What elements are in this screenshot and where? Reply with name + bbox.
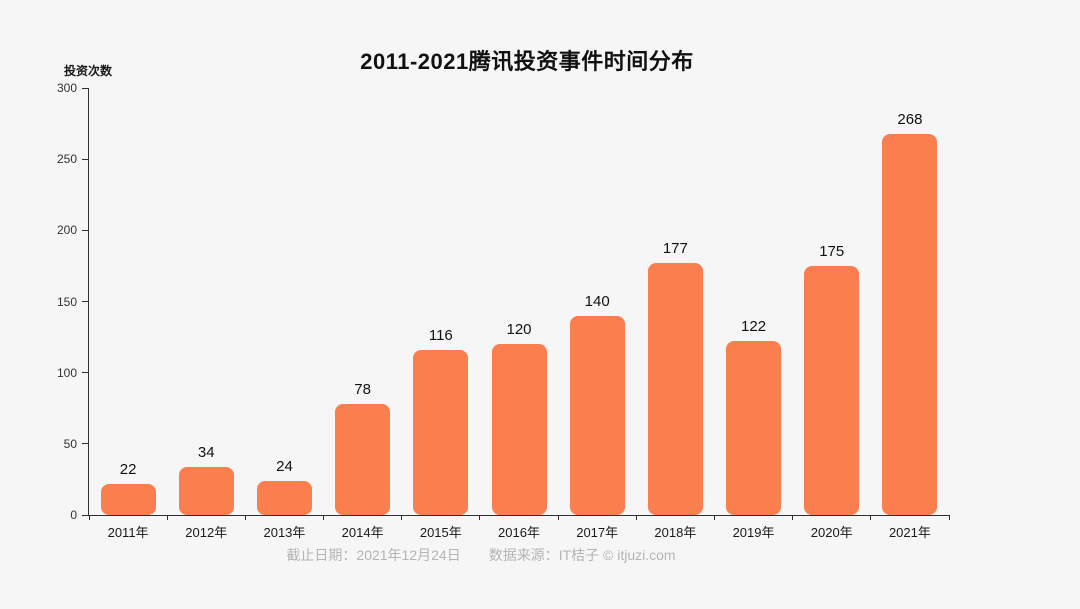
bar-value-label: 116 — [428, 326, 453, 344]
x-tick-mark — [323, 515, 325, 520]
bar — [491, 344, 547, 515]
bar-value-label: 122 — [741, 318, 767, 336]
footer-data-source: 数据来源：IT桔子 © itjuzi.com — [488, 547, 676, 563]
x-tick-label: 2014年 — [341, 525, 384, 540]
bar — [256, 480, 312, 515]
bar-value-label: 22 — [119, 460, 137, 478]
x-tick-label: 2012年 — [185, 525, 228, 540]
x-tick-mark — [870, 515, 872, 520]
y-tick-mark — [82, 443, 88, 445]
bar — [335, 403, 391, 515]
bar — [726, 341, 782, 515]
x-tick-label: 2017年 — [576, 525, 619, 540]
y-tick-label: 50 — [63, 436, 77, 451]
x-tick-label: 2018年 — [654, 525, 697, 540]
footer: 截止日期：2021年12月24日 数据来源：IT桔子 © itjuzi.com — [0, 545, 962, 565]
footer-cutoff-date: 截止日期：2021年12月24日 — [286, 547, 461, 563]
y-tick-label: 250 — [56, 152, 77, 167]
bar-value-label: 24 — [276, 457, 293, 475]
bar — [804, 265, 860, 515]
plot-area: 0 50 100 150 200 250 300 22 2011年 34 2012年 24 2013年 7… — [57, 81, 950, 540]
y-axis-title: 投资次数 — [64, 64, 113, 78]
bar-value-label: 177 — [662, 240, 688, 258]
bar-value-label: 268 — [897, 110, 923, 128]
x-tick-mark — [557, 515, 559, 520]
x-tick-mark — [479, 515, 481, 520]
bar-value-label: 34 — [197, 443, 215, 461]
bar-value-label: 120 — [506, 321, 532, 339]
x-tick-label: 2021年 — [888, 525, 931, 540]
bar — [569, 315, 625, 515]
bar-value-label: 78 — [354, 380, 371, 398]
y-tick-mark — [82, 87, 88, 89]
y-tick-label: 150 — [56, 294, 77, 309]
x-tick-label: 2019年 — [732, 525, 775, 540]
bar — [882, 133, 938, 515]
bar — [647, 263, 703, 515]
y-tick-mark — [82, 301, 88, 302]
bar — [413, 349, 469, 515]
bar — [178, 466, 234, 515]
x-tick-label: 2020年 — [810, 525, 853, 540]
y-tick-mark — [82, 514, 88, 516]
chart-title: 2011-2021腾讯投资事件时间分布 — [360, 49, 694, 74]
x-tick-mark — [713, 515, 715, 520]
y-tick-mark — [82, 229, 88, 231]
y-tick-label: 0 — [70, 508, 77, 522]
y-tick-label: 100 — [56, 365, 77, 380]
x-tick-mark — [792, 515, 794, 520]
x-tick-mark — [401, 515, 403, 520]
bar — [100, 483, 156, 515]
x-tick-mark — [88, 515, 90, 520]
x-tick-label: 2013年 — [263, 525, 306, 540]
x-tick-mark — [635, 515, 637, 520]
bar-value-label: 140 — [584, 292, 610, 310]
y-tick-label: 300 — [56, 81, 77, 95]
x-tick-mark — [244, 515, 246, 520]
x-tick-label: 2015年 — [419, 525, 462, 540]
bar-value-label: 175 — [819, 242, 845, 260]
x-tick-label: 2011年 — [107, 525, 149, 540]
x-tick-mark — [166, 515, 168, 520]
x-tick-label: 2016年 — [498, 525, 540, 540]
y-tick-label: 200 — [56, 223, 77, 238]
x-tick-mark — [948, 515, 950, 520]
y-tick-mark — [82, 158, 88, 160]
y-tick-mark — [82, 372, 88, 374]
